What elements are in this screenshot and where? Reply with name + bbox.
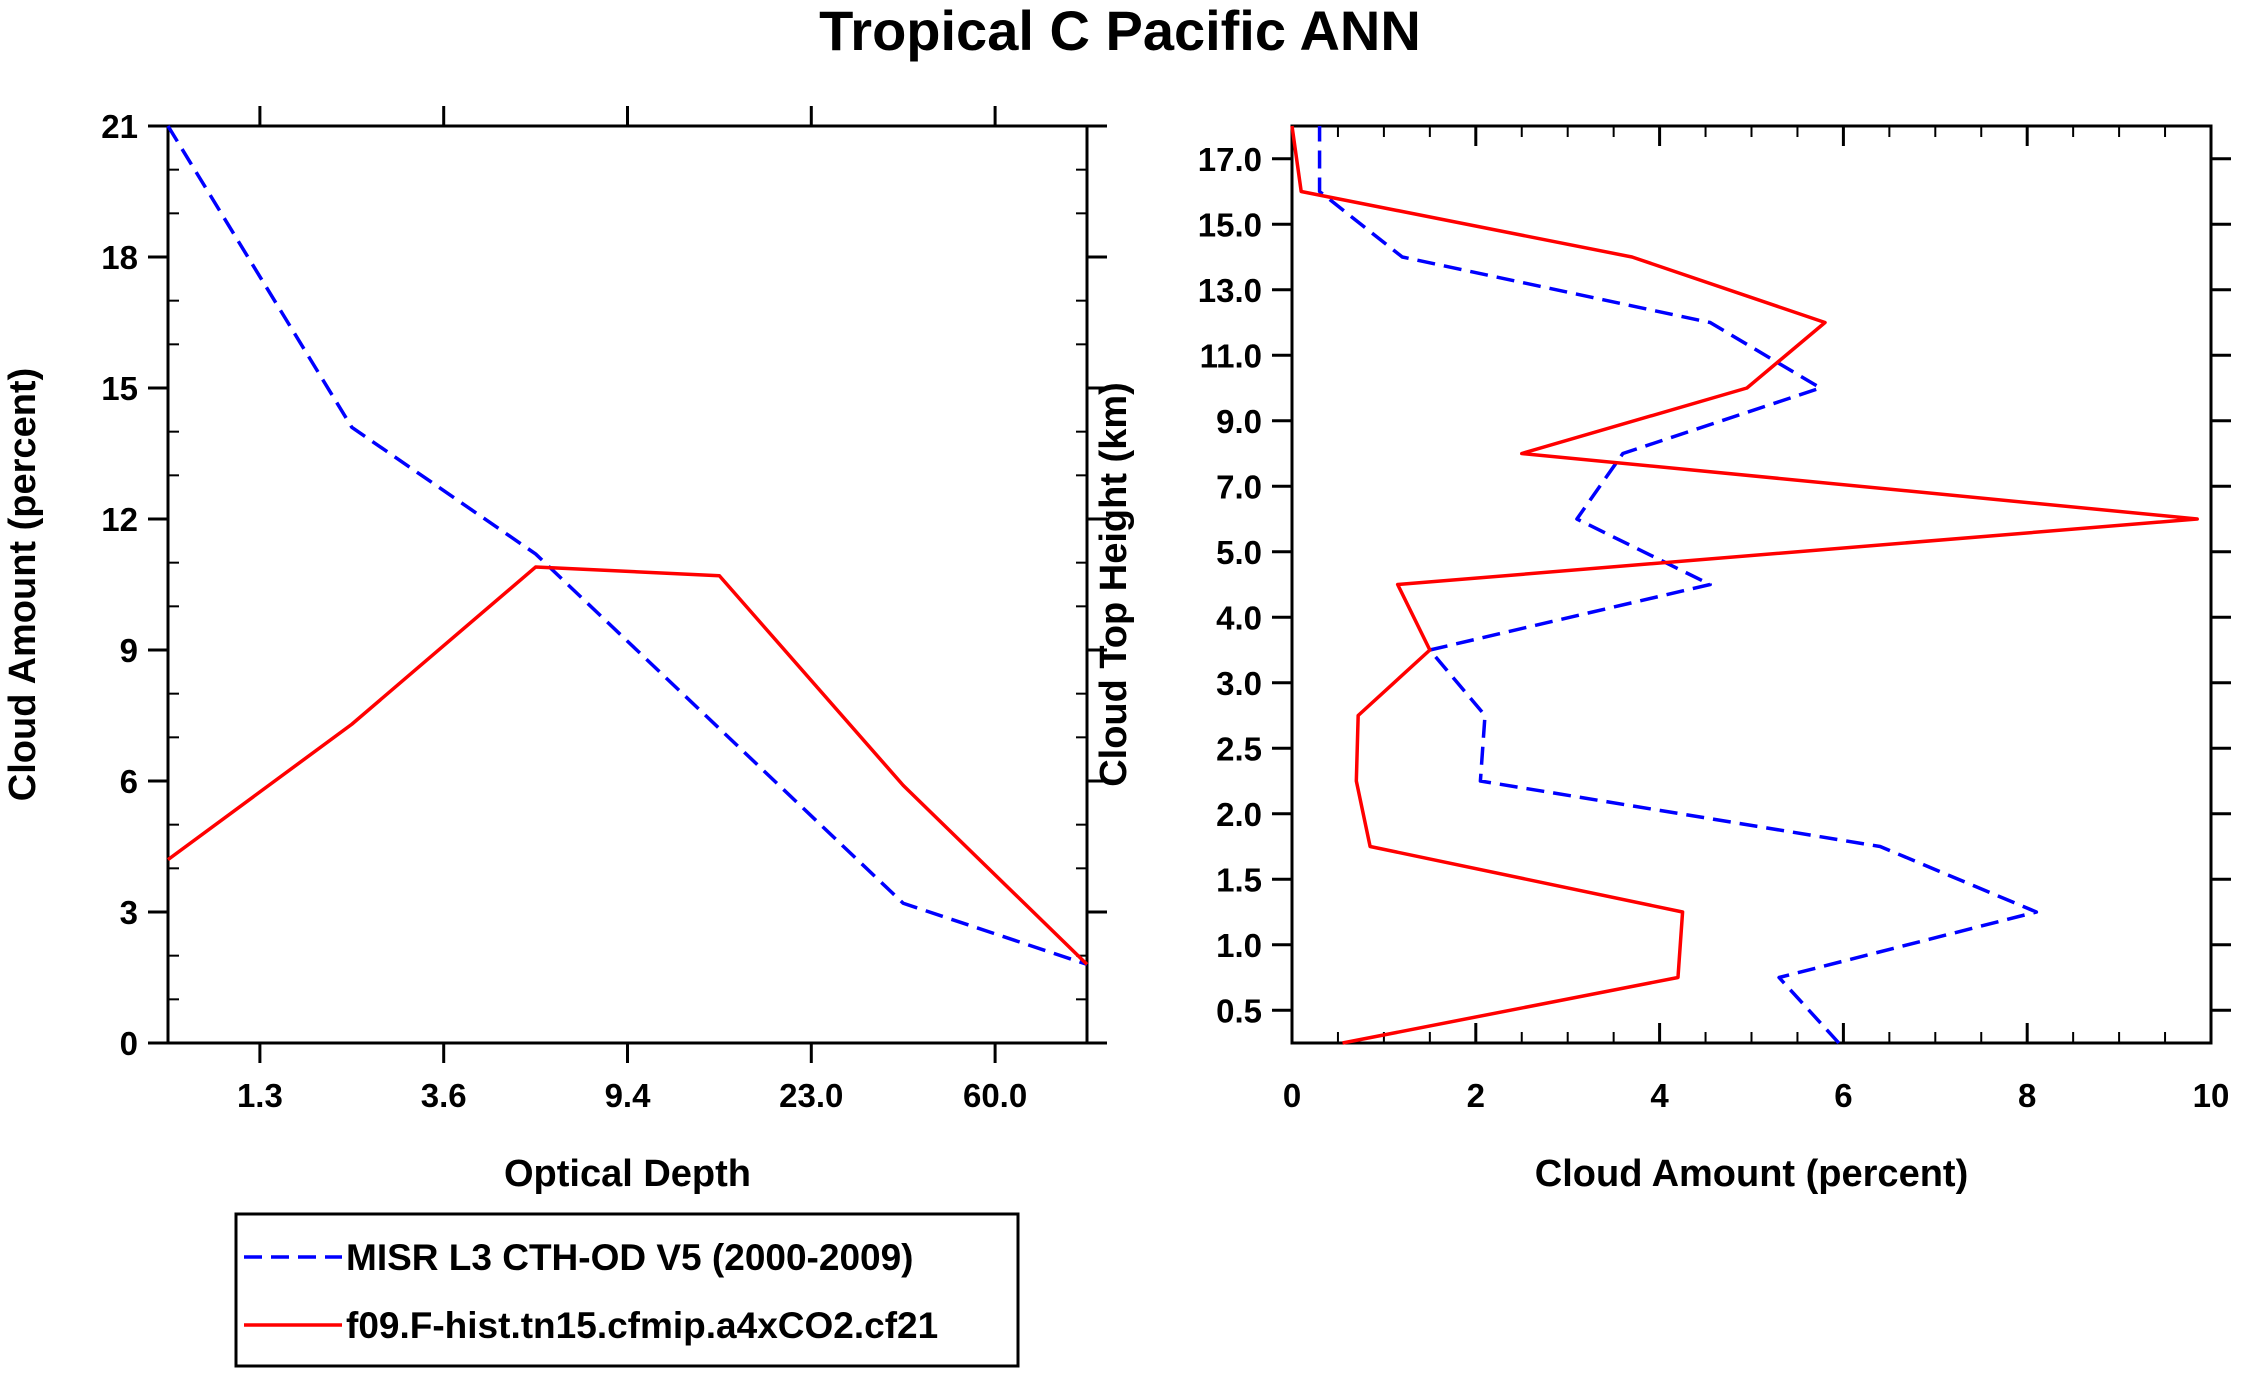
y-tick-label: 12: [101, 501, 138, 538]
legend-box: [234, 1212, 1020, 1368]
y-tick-label: 15: [101, 370, 138, 407]
x-axis-label: Optical Depth: [504, 1153, 751, 1195]
y-axis-label: Cloud Amount (percent): [2, 368, 44, 801]
cloud-top-height-panel: 0.5 1.0 1.5 2.0 2.5 3.0 4.0 5.0 7.0 9.0 11.0 13.0 15…: [1093, 124, 2231, 1195]
x-tick-label: 4: [1650, 1077, 1669, 1114]
y-tick-label: 0: [120, 1025, 138, 1062]
x-tick-label: 60.0: [963, 1077, 1027, 1114]
y-tick-label: 15.0: [1198, 206, 1262, 243]
y-tick-label: 9.0: [1216, 403, 1262, 440]
series-line-model: [1290, 125, 2199, 1045]
y-tick-label: 9: [120, 632, 138, 669]
chart-title: Tropical C Pacific ANN: [819, 0, 1421, 62]
y-tick-label: 18: [101, 239, 138, 276]
legend-label-model: f09.F-hist.tn15.cfmip.a4xCO2.cf21: [346, 1305, 938, 1346]
y-tick-label: 6: [120, 763, 138, 800]
y-tick-label: 1.5: [1216, 861, 1262, 898]
x-axis-label: Cloud Amount (percent): [1535, 1153, 1968, 1195]
y-axis-label: Cloud Top Height (km): [1093, 382, 1135, 787]
y-tick-label: 13.0: [1198, 272, 1262, 309]
y-tick-label: 2.0: [1216, 796, 1262, 833]
legend-label-obs: MISR L3 CTH-OD V5 (2000-2009): [346, 1237, 914, 1278]
x-tick-label: 1.3: [237, 1077, 283, 1114]
y-tick-label: 5.0: [1216, 534, 1262, 571]
y-tick-label: 3.0: [1216, 665, 1262, 702]
series-line-obs: [1317, 126, 2039, 1045]
y-tick-label: 1.0: [1216, 927, 1262, 964]
y-tick-label: 4.0: [1216, 599, 1262, 636]
legend: MISR L3 CTH-OD V5 (2000-2009) f09.F-hist…: [234, 1212, 1020, 1368]
x-tick-label: 3.6: [421, 1077, 467, 1114]
y-tick-label: 11.0: [1200, 337, 1262, 374]
series-line-model: [166, 565, 1089, 966]
x-tick-label: 10: [2193, 1077, 2230, 1114]
y-tick-label: 2.5: [1216, 730, 1262, 767]
x-tick-label: 9.4: [605, 1077, 652, 1114]
y-tick-label: 21: [101, 108, 138, 145]
y-tick-label: 0.5: [1216, 992, 1262, 1029]
x-tick-label: 8: [2018, 1077, 2036, 1114]
optical-depth-panel: 0 3 6 9 12 15 18 21 1.3 3.6 9.4 23.0 60.0 Optical Dep…: [2, 106, 1107, 1195]
x-tick-label: 6: [1834, 1077, 1852, 1114]
x-tick-label: 0: [1283, 1077, 1301, 1114]
y-tick-label: 7.0: [1216, 468, 1262, 505]
plot-frame: [166, 124, 1089, 1045]
x-tick-label: 23.0: [779, 1077, 843, 1114]
y-tick-label: 17.0: [1198, 141, 1262, 178]
x-tick-label: 2: [1467, 1077, 1485, 1114]
series-line-obs: [166, 125, 1088, 967]
y-tick-label: 3: [120, 894, 138, 931]
